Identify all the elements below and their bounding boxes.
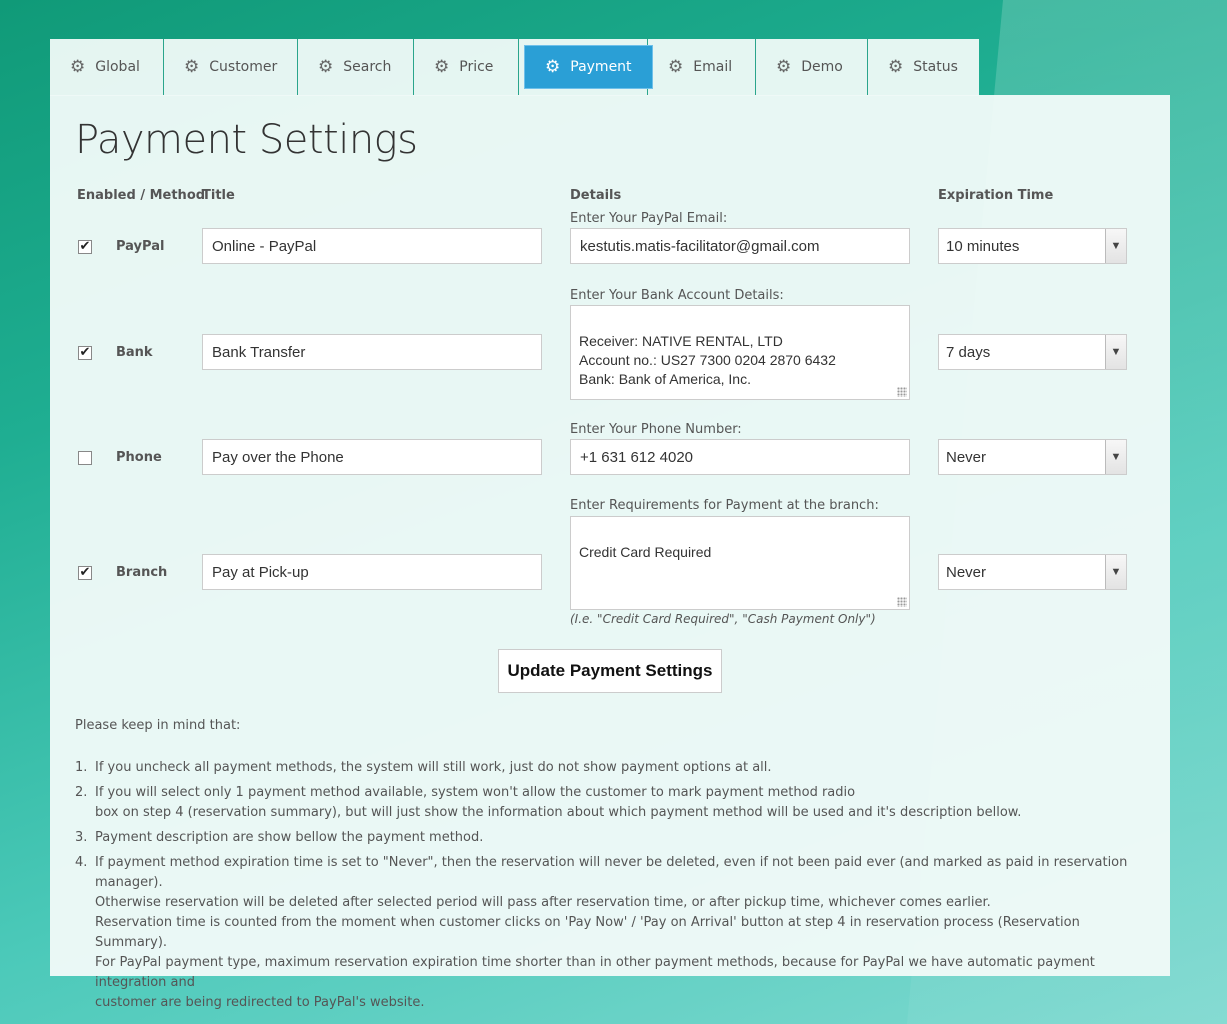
phone-details-label: Enter Your Phone Number:: [570, 422, 742, 437]
tab-label: Demo: [801, 59, 843, 75]
resize-grip-icon[interactable]: [897, 597, 907, 607]
resize-grip-icon[interactable]: [897, 387, 907, 397]
paypal-enabled-checkbox[interactable]: ✔: [78, 239, 92, 254]
branch-details-textarea[interactable]: Credit Card Required: [570, 516, 910, 610]
select-value: 10 minutes: [946, 237, 1020, 255]
phone-expiration-select[interactable]: Never ▼: [938, 439, 1127, 475]
chevron-down-icon: ▼: [1105, 440, 1126, 474]
gear-icon: ⚙: [668, 56, 684, 77]
branch-enabled-checkbox[interactable]: ✔: [78, 565, 92, 580]
bank-expiration-select[interactable]: 7 days ▼: [938, 334, 1127, 370]
notes-intro: Please keep in mind that:: [75, 718, 241, 733]
gear-icon: ⚙: [776, 56, 792, 77]
list-item: 2. If you will select only 1 payment met…: [75, 783, 1155, 823]
branch-details-hint: (I.e. "Credit Card Required", "Cash Paym…: [570, 612, 876, 626]
gear-icon: ⚙: [184, 56, 200, 77]
gear-icon: ⚙: [545, 56, 561, 77]
method-label-bank: Bank: [116, 345, 153, 360]
paypal-email-input[interactable]: kestutis.matis-facilitator@gmail.com: [570, 228, 910, 264]
note-line: If payment method expiration time is set…: [95, 855, 1128, 890]
bank-details-textarea[interactable]: Receiver: NATIVE RENTAL, LTD Account no.…: [570, 305, 910, 400]
bank-details-label: Enter Your Bank Account Details:: [570, 288, 784, 303]
gear-icon: ⚙: [888, 56, 904, 77]
phone-enabled-checkbox[interactable]: [78, 451, 92, 465]
branch-title-input[interactable]: Pay at Pick-up: [202, 554, 542, 590]
gear-icon: ⚙: [318, 56, 334, 77]
select-value: Never: [946, 448, 987, 466]
tab-label: Price: [459, 59, 494, 75]
notes-list: 1. If you uncheck all payment methods, t…: [75, 758, 1155, 1018]
method-label-phone: Phone: [116, 450, 162, 465]
settings-panel: Payment Settings Enabled / Method Title …: [50, 95, 1170, 1010]
note-line: Otherwise reservation will be deleted af…: [95, 895, 991, 910]
note-line: If you uncheck all payment methods, the …: [95, 760, 772, 775]
gear-icon: ⚙: [70, 56, 86, 77]
chevron-down-icon: ▼: [1105, 335, 1126, 369]
note-line: For PayPal payment type, maximum reserva…: [95, 955, 1095, 990]
tab-price[interactable]: ⚙ Price: [414, 39, 519, 95]
textarea-value: Credit Card Required: [579, 544, 712, 560]
column-header-enabled-method: Enabled / Method: [77, 188, 206, 203]
tab-payment[interactable]: ⚙ Payment: [519, 39, 653, 95]
chevron-down-icon: ▼: [1105, 229, 1126, 263]
tab-label: Customer: [209, 59, 278, 75]
tab-label: Status: [913, 59, 958, 75]
tab-label: Global: [95, 59, 140, 75]
note-line: Payment description are show bellow the …: [95, 830, 484, 845]
tab-label: Email: [693, 59, 733, 75]
chevron-down-icon: ▼: [1105, 555, 1126, 589]
branch-expiration-select[interactable]: Never ▼: [938, 554, 1127, 590]
note-line: customer are being redirected to PayPal'…: [95, 995, 425, 1010]
tab-payment-active[interactable]: ⚙ Payment: [524, 45, 653, 89]
list-number: 2.: [75, 785, 88, 800]
tab-global[interactable]: ⚙ Global: [50, 39, 164, 95]
paypal-details-label: Enter Your PayPal Email:: [570, 211, 728, 226]
update-payment-settings-button[interactable]: Update Payment Settings: [498, 649, 722, 693]
settings-tabs: ⚙ Global ⚙ Customer ⚙ Search ⚙ Price ⚙ P…: [50, 39, 979, 96]
list-item: 1. If you uncheck all payment methods, t…: [75, 758, 1155, 778]
tab-label: Search: [343, 59, 392, 75]
select-value: Never: [946, 563, 987, 581]
list-item: 3. Payment description are show bellow t…: [75, 828, 1155, 848]
textarea-value: Receiver: NATIVE RENTAL, LTD Account no.…: [579, 333, 836, 387]
tab-customer[interactable]: ⚙ Customer: [164, 39, 298, 95]
method-label-paypal: PayPal: [116, 239, 165, 254]
list-number: 1.: [75, 760, 88, 775]
tab-email[interactable]: ⚙ Email: [648, 39, 756, 95]
column-header-details: Details: [570, 188, 622, 203]
method-label-branch: Branch: [116, 565, 168, 580]
note-line: box on step 4 (reservation summary), but…: [95, 805, 1022, 820]
bank-title-input[interactable]: Bank Transfer: [202, 334, 542, 370]
tab-label: Payment: [570, 59, 632, 75]
bank-enabled-checkbox[interactable]: ✔: [78, 345, 92, 360]
phone-title-input[interactable]: Pay over the Phone: [202, 439, 542, 475]
note-line: Reservation time is counted from the mom…: [95, 915, 1080, 950]
phone-number-input[interactable]: +1 631 612 4020: [570, 439, 910, 475]
tab-search[interactable]: ⚙ Search: [298, 39, 414, 95]
select-value: 7 days: [946, 343, 991, 361]
column-header-expiration: Expiration Time: [938, 188, 1054, 203]
paypal-expiration-select[interactable]: 10 minutes ▼: [938, 228, 1127, 264]
list-item: 4. If payment method expiration time is …: [75, 853, 1155, 1013]
column-header-title: Title: [202, 188, 235, 203]
tab-status[interactable]: ⚙ Status: [868, 39, 979, 95]
tab-demo[interactable]: ⚙ Demo: [756, 39, 868, 95]
gear-icon: ⚙: [434, 56, 450, 77]
page-title: Payment Settings: [75, 117, 418, 163]
paypal-title-input[interactable]: Online - PayPal: [202, 228, 542, 264]
list-number: 3.: [75, 830, 88, 845]
branch-details-label: Enter Requirements for Payment at the br…: [570, 498, 879, 513]
note-line: If you will select only 1 payment method…: [95, 785, 856, 800]
list-number: 4.: [75, 855, 88, 870]
